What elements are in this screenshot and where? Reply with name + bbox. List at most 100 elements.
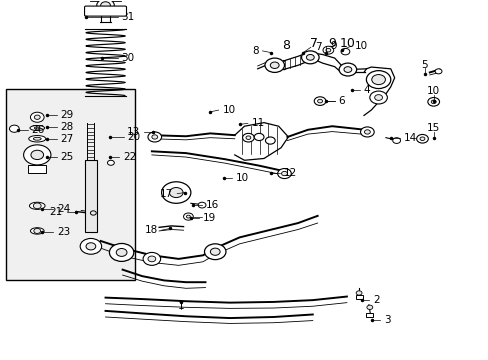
- Circle shape: [242, 134, 254, 142]
- Circle shape: [254, 134, 264, 140]
- FancyBboxPatch shape: [5, 89, 135, 280]
- Bar: [366, 314, 372, 317]
- Circle shape: [277, 168, 291, 179]
- Text: 12: 12: [283, 168, 296, 178]
- Circle shape: [419, 137, 424, 140]
- Text: 4: 4: [363, 85, 369, 95]
- Text: 16: 16: [205, 200, 218, 210]
- Text: 15: 15: [426, 123, 439, 133]
- Circle shape: [366, 71, 390, 89]
- FancyBboxPatch shape: [84, 6, 126, 16]
- Circle shape: [434, 69, 441, 74]
- Bar: [355, 296, 362, 299]
- Circle shape: [245, 136, 250, 139]
- Text: 8: 8: [251, 46, 258, 56]
- Text: 9: 9: [328, 36, 336, 50]
- Circle shape: [301, 51, 319, 64]
- Text: 8: 8: [282, 39, 289, 52]
- Text: 10: 10: [354, 41, 367, 51]
- Text: 14: 14: [403, 133, 416, 143]
- Circle shape: [265, 137, 275, 144]
- Circle shape: [323, 46, 333, 54]
- Text: 23: 23: [57, 227, 70, 237]
- Circle shape: [371, 75, 385, 85]
- Text: 13: 13: [127, 127, 140, 136]
- Circle shape: [355, 291, 361, 295]
- Text: 27: 27: [61, 134, 74, 144]
- Text: 28: 28: [61, 122, 74, 132]
- Circle shape: [148, 132, 161, 142]
- Circle shape: [325, 48, 330, 52]
- Text: 18: 18: [144, 225, 158, 235]
- Circle shape: [338, 63, 356, 76]
- Circle shape: [101, 2, 110, 9]
- Text: 10: 10: [426, 86, 439, 96]
- Bar: [28, 165, 46, 173]
- Circle shape: [204, 244, 225, 260]
- Circle shape: [186, 215, 190, 218]
- Text: 1: 1: [178, 301, 184, 311]
- Circle shape: [23, 145, 51, 165]
- Circle shape: [430, 100, 435, 104]
- Ellipse shape: [30, 126, 44, 131]
- Text: 21: 21: [49, 207, 62, 217]
- Circle shape: [314, 97, 325, 105]
- Text: 9: 9: [330, 41, 336, 50]
- Circle shape: [281, 171, 287, 176]
- Circle shape: [317, 99, 322, 103]
- Text: 22: 22: [123, 152, 136, 162]
- Circle shape: [86, 243, 96, 250]
- Ellipse shape: [30, 228, 44, 234]
- Circle shape: [374, 95, 382, 100]
- Circle shape: [270, 62, 279, 68]
- Text: 17: 17: [160, 189, 173, 199]
- Circle shape: [427, 98, 439, 106]
- Text: 2: 2: [372, 295, 379, 305]
- Circle shape: [9, 125, 19, 132]
- Text: 7: 7: [314, 42, 321, 52]
- Circle shape: [169, 188, 183, 198]
- Circle shape: [343, 67, 351, 72]
- Circle shape: [416, 134, 427, 143]
- Circle shape: [31, 150, 43, 159]
- Text: 24: 24: [57, 204, 70, 214]
- Circle shape: [392, 138, 400, 143]
- Bar: [85, 160, 97, 232]
- Text: 20: 20: [127, 132, 141, 142]
- Circle shape: [340, 48, 349, 55]
- Text: 6: 6: [338, 96, 345, 106]
- Circle shape: [161, 182, 190, 203]
- Circle shape: [369, 91, 386, 104]
- Text: 10: 10: [222, 105, 235, 115]
- Circle shape: [198, 202, 205, 208]
- Circle shape: [264, 58, 284, 72]
- Text: 19: 19: [203, 213, 216, 222]
- Text: 31: 31: [122, 12, 135, 22]
- Circle shape: [107, 160, 114, 165]
- Text: 11: 11: [251, 118, 264, 128]
- Circle shape: [364, 130, 369, 134]
- Circle shape: [33, 203, 41, 209]
- Ellipse shape: [29, 202, 45, 210]
- Circle shape: [143, 252, 160, 265]
- Text: 3: 3: [383, 315, 390, 325]
- Circle shape: [152, 135, 158, 139]
- Text: 26: 26: [31, 125, 44, 135]
- Ellipse shape: [29, 135, 46, 142]
- Text: 7: 7: [310, 36, 318, 50]
- Text: 29: 29: [61, 111, 74, 121]
- Circle shape: [360, 127, 373, 137]
- Circle shape: [210, 248, 220, 255]
- Circle shape: [80, 238, 102, 254]
- Circle shape: [366, 305, 372, 310]
- Text: 25: 25: [61, 152, 74, 162]
- Text: 10: 10: [339, 36, 355, 50]
- Circle shape: [183, 213, 193, 220]
- Circle shape: [97, 0, 114, 12]
- Circle shape: [109, 243, 134, 261]
- Circle shape: [306, 54, 314, 60]
- Text: 10: 10: [235, 173, 248, 183]
- Ellipse shape: [34, 127, 40, 129]
- Circle shape: [30, 112, 44, 122]
- Text: 30: 30: [122, 53, 135, 63]
